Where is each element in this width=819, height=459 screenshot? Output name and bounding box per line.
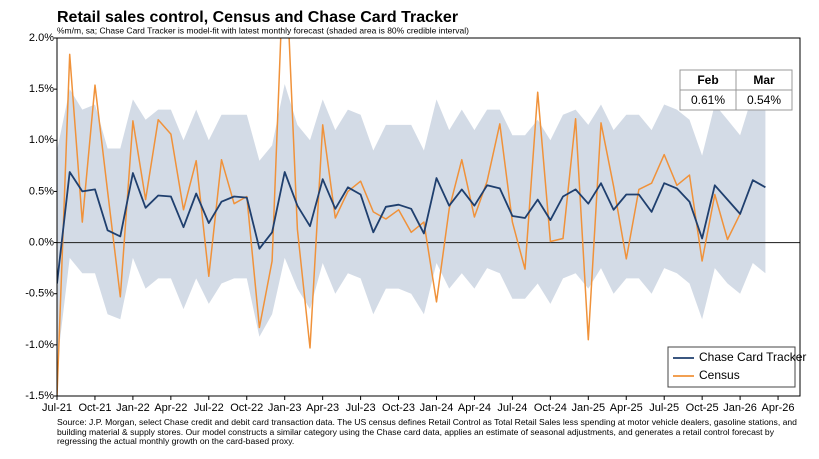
legend-label: Census — [699, 368, 740, 382]
table-header: Mar — [753, 73, 775, 87]
x-tick-label: Oct-25 — [686, 402, 719, 414]
table-cell: 0.61% — [691, 93, 725, 107]
x-tick-label: Jan-23 — [268, 402, 302, 414]
legend-box — [667, 346, 796, 388]
y-tick-label: 2.0% — [29, 32, 54, 44]
x-tick-label: Apr-23 — [306, 402, 339, 414]
x-tick-label: Jul-22 — [194, 402, 224, 414]
y-tick-label: -1.5% — [25, 390, 54, 402]
plot-frame — [56, 37, 801, 397]
source-note: Source: J.P. Morgan, select Chase credit… — [57, 417, 797, 446]
x-tick-label: Apr-26 — [762, 402, 795, 414]
y-tick-label: 1.0% — [29, 134, 54, 146]
y-tick-label: -0.5% — [25, 288, 54, 300]
y-tick-label: -1.0% — [25, 339, 54, 351]
chart-subtitle: %m/m, sa; Chase Card Tracker is model-fi… — [57, 25, 469, 35]
x-tick-label: Apr-25 — [610, 402, 643, 414]
x-tick-label: Oct-21 — [78, 402, 111, 414]
x-tick-label: Jul-25 — [649, 402, 679, 414]
x-tick-label: Oct-22 — [230, 402, 263, 414]
series-line — [57, 38, 741, 396]
credible-band — [57, 84, 766, 366]
x-tick-label: Jul-23 — [346, 402, 376, 414]
y-tick-label: 0.5% — [29, 185, 54, 197]
x-tick-label: Oct-23 — [382, 402, 415, 414]
series-line — [57, 171, 766, 284]
plot-area — [57, 38, 800, 396]
x-tick-label: Apr-22 — [154, 402, 187, 414]
x-tick-label: Jan-25 — [571, 402, 605, 414]
legend-label: Chase Card Tracker — [699, 350, 806, 364]
x-tick-label: Jul-24 — [497, 402, 527, 414]
table-header: Feb — [697, 73, 718, 87]
y-tick-label: 1.5% — [29, 83, 54, 95]
x-tick-label: Jan-22 — [116, 402, 150, 414]
chart-title: Retail sales control, Census and Chase C… — [57, 9, 458, 26]
y-tick-label: 0.0% — [29, 236, 54, 248]
x-tick-label: Jan-24 — [420, 402, 454, 414]
x-tick-label: Apr-24 — [458, 402, 491, 414]
x-tick-label: Jul-21 — [42, 402, 72, 414]
x-tick-label: Oct-24 — [534, 402, 567, 414]
x-tick-label: Jan-26 — [723, 402, 757, 414]
table-cell: 0.54% — [747, 93, 781, 107]
chart: Retail sales control, Census and Chase C… — [25, 9, 806, 414]
